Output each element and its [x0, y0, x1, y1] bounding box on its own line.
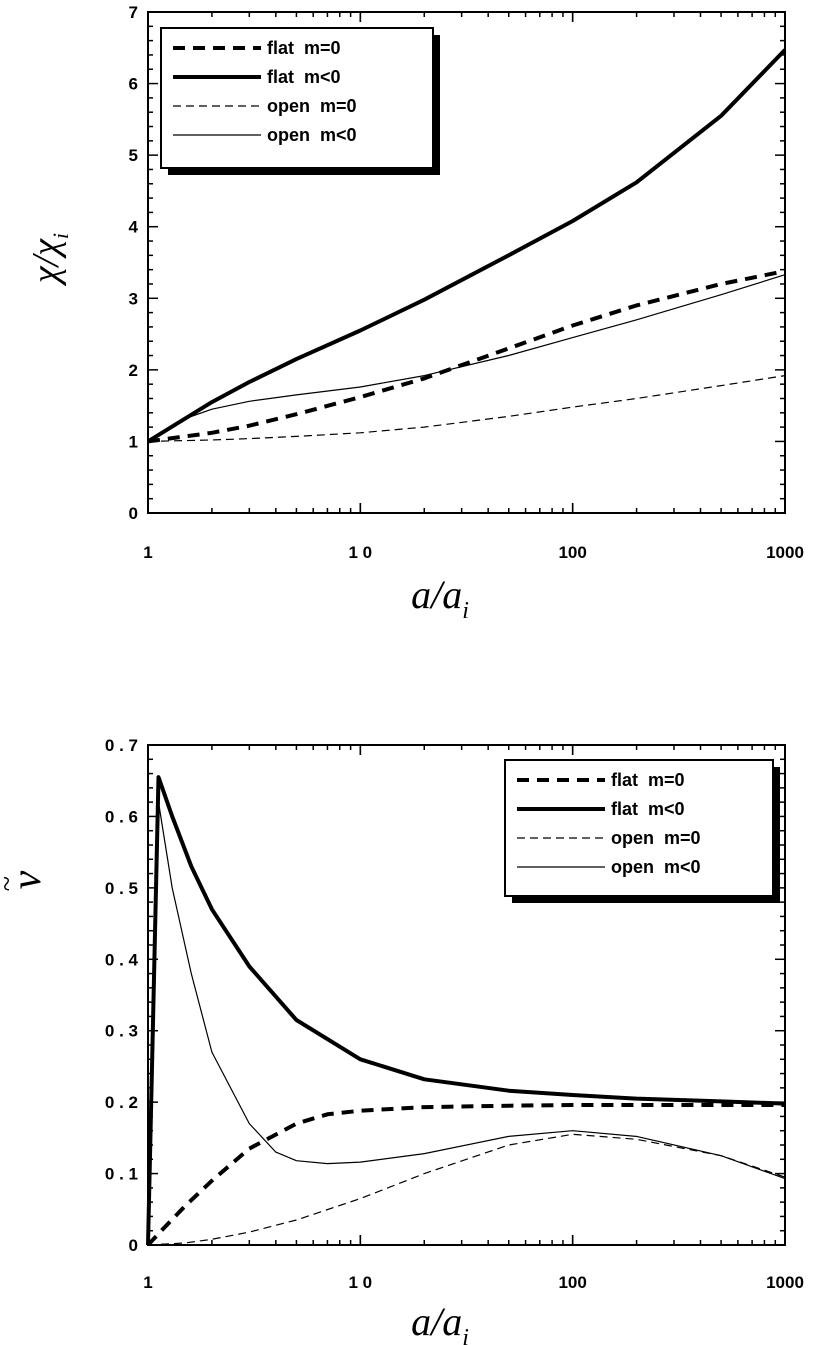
- legend-label: open m<0: [267, 125, 357, 145]
- y-tick-label: 5: [129, 146, 138, 165]
- y-tick-label: 0: [129, 504, 138, 523]
- legend-label: open m=0: [267, 96, 357, 116]
- series-line-thin-dashed: [147, 1133, 786, 1246]
- x-tick-label: 100: [558, 1273, 586, 1292]
- y-tick-label: 0 . 4: [105, 950, 139, 969]
- y-tick-label: 0 . 3: [105, 1022, 138, 1041]
- x-axis-title: a/ai: [411, 1299, 469, 1345]
- series-line-thick-dashed: [147, 269, 786, 444]
- y-tick-label: 0 . 7: [105, 736, 138, 755]
- y-tick-label: 0 . 5: [105, 879, 138, 898]
- x-tick-label: 1000: [766, 1273, 804, 1292]
- x-axis-title: a/ai: [411, 572, 469, 624]
- y-axis-title: χ/χi: [25, 233, 73, 287]
- y-axis-title-subscript: i: [48, 233, 73, 239]
- y-axis-title-accent: ~: [0, 876, 23, 891]
- chart-chi-ratio: 1 1 0 100 1000 0 1 2 3 4 5 6 7 a/ai χ/χi flat m=0 flat …: [25, 3, 804, 624]
- legend-box: [504, 759, 774, 897]
- legend-label: open m=0: [611, 828, 701, 848]
- series-line-thin-dashed: [147, 375, 786, 442]
- y-tick-label: 2: [129, 361, 138, 380]
- legend-label: open m<0: [611, 857, 701, 877]
- y-axis-title: ν: [4, 870, 50, 889]
- x-axis-title-subscript: i: [462, 1325, 469, 1345]
- series-line-thick-solid: [146, 48, 787, 444]
- y-tick-label: 7: [129, 3, 138, 22]
- series-line-thick-dashed: [146, 1103, 785, 1247]
- legend-box: [160, 27, 434, 169]
- series-line-thin-solid: [147, 801, 786, 1246]
- y-tick-label: 0 . 6: [105, 807, 138, 826]
- legend-label: flat m<0: [611, 799, 685, 819]
- x-tick-label: 1 0: [349, 543, 373, 562]
- chart-nu-tilde: 1 1 0 100 1000 0 0 . 1 0 . 2 0 . 3 0 . 4 0 . 5 0 .…: [0, 736, 804, 1345]
- series-line-thick-solid: [146, 775, 786, 1246]
- y-tick-label: 1: [129, 432, 138, 451]
- y-tick-label: 6: [129, 75, 138, 94]
- x-tick-label: 1: [143, 1273, 152, 1292]
- y-tick-label: 0 . 2: [105, 1093, 138, 1112]
- plot-frame: [147, 744, 786, 1246]
- plot-frame: [147, 11, 786, 514]
- series-line-thin-solid: [147, 274, 786, 442]
- y-tick-label: 0: [129, 1236, 138, 1255]
- legend-label: flat m<0: [267, 67, 341, 87]
- x-tick-label: 100: [558, 543, 586, 562]
- y-tick-label: 0 . 1: [105, 1165, 138, 1184]
- x-tick-label: 1: [143, 543, 152, 562]
- legend-label: flat m=0: [267, 38, 341, 58]
- legend-label: flat m=0: [611, 770, 685, 790]
- y-tick-label: 4: [129, 218, 139, 237]
- x-axis-title-subscript: i: [462, 598, 469, 624]
- y-tick-label: 3: [129, 289, 138, 308]
- x-tick-label: 1000: [766, 543, 804, 562]
- x-tick-label: 1 0: [349, 1273, 373, 1292]
